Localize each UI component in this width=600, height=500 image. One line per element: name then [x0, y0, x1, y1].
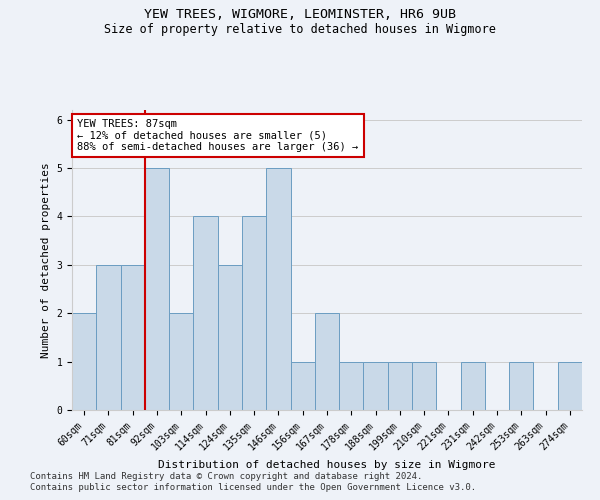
Y-axis label: Number of detached properties: Number of detached properties	[41, 162, 51, 358]
Bar	[315, 313, 339, 410]
Bar	[121, 265, 145, 410]
Bar	[145, 168, 169, 410]
Text: Contains public sector information licensed under the Open Government Licence v3: Contains public sector information licen…	[30, 484, 476, 492]
Bar	[96, 265, 121, 410]
Bar	[169, 313, 193, 410]
Bar	[72, 313, 96, 410]
Text: YEW TREES: 87sqm
← 12% of detached houses are smaller (5)
88% of semi-detached h: YEW TREES: 87sqm ← 12% of detached house…	[77, 119, 358, 152]
Bar	[339, 362, 364, 410]
X-axis label: Distribution of detached houses by size in Wigmore: Distribution of detached houses by size …	[158, 460, 496, 470]
Bar	[266, 168, 290, 410]
Bar	[388, 362, 412, 410]
Bar	[242, 216, 266, 410]
Bar	[412, 362, 436, 410]
Bar	[193, 216, 218, 410]
Bar	[509, 362, 533, 410]
Bar	[461, 362, 485, 410]
Text: YEW TREES, WIGMORE, LEOMINSTER, HR6 9UB: YEW TREES, WIGMORE, LEOMINSTER, HR6 9UB	[144, 8, 456, 20]
Text: Contains HM Land Registry data © Crown copyright and database right 2024.: Contains HM Land Registry data © Crown c…	[30, 472, 422, 481]
Bar	[558, 362, 582, 410]
Text: Size of property relative to detached houses in Wigmore: Size of property relative to detached ho…	[104, 22, 496, 36]
Bar	[218, 265, 242, 410]
Bar	[364, 362, 388, 410]
Bar	[290, 362, 315, 410]
